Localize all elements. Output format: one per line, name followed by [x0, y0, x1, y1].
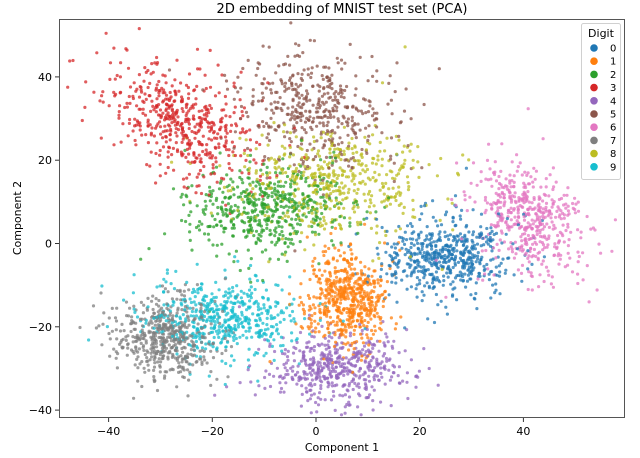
legend-marker-icon [590, 136, 598, 145]
legend-marker-icon [590, 123, 598, 131]
y-tick-label: −40 [29, 404, 52, 417]
legend-entry-2: 2 [590, 70, 616, 81]
legend-entry-8: 8 [590, 149, 616, 160]
x-tick-label: −40 [97, 425, 120, 438]
legend-label: 5 [610, 110, 616, 121]
legend-label: 3 [610, 83, 616, 94]
y-tick-label: 0 [45, 238, 52, 251]
x-tick-label: 0 [313, 425, 320, 438]
x-tick-label: −20 [201, 425, 224, 438]
legend-label: 8 [610, 149, 616, 160]
legend-entry-0: 0 [590, 44, 616, 55]
legend-title: Digit [588, 27, 615, 40]
legend-entry-3: 3 [590, 83, 616, 94]
x-axis-label: Component 1 [305, 441, 379, 454]
legend-entry-6: 6 [590, 123, 616, 134]
legend-entry-1: 1 [590, 57, 616, 68]
legend-marker-icon [590, 44, 598, 52]
legend-entry-7: 7 [590, 136, 616, 147]
legend-entries: 0 1 2 3 4 5 6 7 8 9 [590, 44, 616, 173]
chart-title: 2D embedding of MNIST test set (PCA) [217, 2, 468, 17]
x-tick-label: 40 [516, 425, 530, 438]
y-axis-ticks: 40 20 0 −20 −40 [29, 71, 59, 417]
scatter-points [66, 21, 618, 417]
legend-marker-icon [590, 163, 598, 171]
legend: Digit 0 1 2 3 4 5 6 7 8 9 [581, 23, 621, 180]
legend-marker-icon [590, 70, 598, 79]
y-tick-label: 20 [38, 154, 52, 167]
legend-label: 4 [610, 96, 616, 107]
plot-area [59, 19, 625, 418]
y-tick-label: 40 [38, 71, 52, 84]
legend-label: 1 [610, 57, 616, 68]
legend-entry-9: 9 [590, 162, 616, 173]
x-tick-label: 20 [413, 425, 427, 438]
legend-entry-4: 4 [590, 96, 616, 107]
y-tick-label: −20 [29, 321, 52, 334]
axes-frame [59, 19, 625, 418]
legend-label: 0 [610, 44, 616, 55]
legend-label: 9 [610, 162, 616, 173]
legend-label: 2 [610, 70, 616, 81]
y-axis-label: Component 2 [11, 181, 24, 255]
legend-marker-icon [590, 110, 598, 118]
legend-label: 6 [610, 123, 616, 134]
legend-marker-icon [590, 97, 598, 105]
legend-marker-icon [590, 149, 598, 158]
x-axis-ticks: −40 −20 0 20 40 [97, 418, 530, 438]
legend-marker-icon [590, 57, 598, 65]
legend-entry-5: 5 [590, 110, 616, 121]
legend-label: 7 [610, 136, 616, 147]
legend-marker-icon [590, 83, 598, 92]
